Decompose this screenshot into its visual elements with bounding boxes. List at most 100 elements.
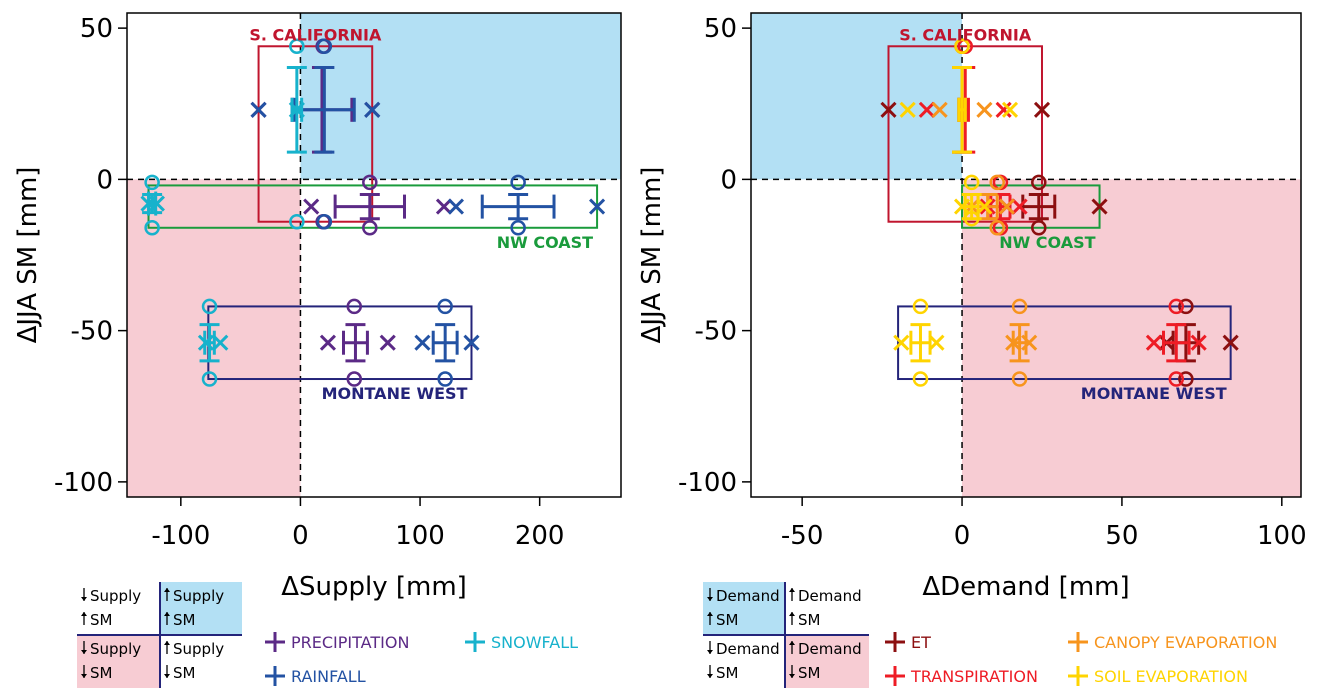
cross-stroke bbox=[1091, 198, 1108, 215]
key-cell-label: SM bbox=[716, 664, 738, 682]
legend-label: SNOWFALL bbox=[491, 633, 578, 652]
y-tick-label: 50 bbox=[704, 14, 737, 44]
x-tick-label: 100 bbox=[395, 521, 445, 551]
legend-label: TRANSPIRATION bbox=[910, 667, 1038, 686]
legend-item: SNOWFALL bbox=[465, 632, 578, 652]
y-tick-label: -100 bbox=[54, 468, 113, 498]
x-tick-label: 50 bbox=[1105, 521, 1138, 551]
shaded-quadrant bbox=[751, 13, 963, 180]
cross-point bbox=[953, 198, 971, 215]
cross-stroke bbox=[1222, 334, 1239, 351]
cross-stroke bbox=[893, 334, 910, 351]
region-label: MONTANE WEST bbox=[322, 384, 468, 403]
legend-item: PRECIPITATION bbox=[265, 632, 409, 652]
cross-point bbox=[976, 198, 993, 215]
legend-label: CANOPY EVAPORATION bbox=[1094, 633, 1277, 652]
cross-stroke bbox=[319, 334, 337, 351]
cross-point bbox=[893, 334, 910, 351]
cross-stroke bbox=[1145, 334, 1162, 351]
key-cell-shade bbox=[160, 582, 242, 635]
legend-1: PRECIPITATION SNOWFALL RAINFALL bbox=[265, 632, 578, 686]
circle-point bbox=[912, 371, 929, 387]
circle-point bbox=[954, 38, 970, 55]
x-axis-title: ΔSupply [mm] bbox=[281, 572, 467, 602]
legend-label: SOIL EVAPORATION bbox=[1094, 667, 1248, 686]
region-label: S. CALIFORNIA bbox=[249, 25, 382, 44]
cross-point bbox=[1190, 334, 1207, 351]
circle-point bbox=[144, 220, 160, 236]
key-cell-label: Demand bbox=[716, 587, 780, 605]
circle-point bbox=[144, 174, 160, 191]
cross-stroke bbox=[976, 198, 993, 215]
x-tick-label: 0 bbox=[954, 521, 971, 551]
cross-point bbox=[1145, 334, 1162, 351]
cross-stroke bbox=[148, 195, 165, 212]
x-tick-label: -50 bbox=[781, 521, 823, 551]
series-rainfall bbox=[250, 38, 606, 387]
cross-stroke bbox=[998, 198, 1015, 215]
key-cell-label: Demand bbox=[798, 587, 862, 605]
cross-stroke bbox=[197, 334, 215, 351]
cross-stroke bbox=[976, 101, 993, 118]
circle-point bbox=[989, 220, 1005, 236]
cross-stroke bbox=[288, 101, 305, 118]
cross-stroke bbox=[447, 198, 464, 215]
key-cell-label: SM bbox=[173, 611, 195, 629]
cross-point bbox=[1091, 198, 1108, 215]
cross-point bbox=[976, 101, 993, 118]
cross-point bbox=[148, 195, 165, 212]
y-axis-title: ΔJJA SM [mm] bbox=[637, 167, 667, 344]
legend-item: CANOPY EVAPORATION bbox=[1068, 632, 1277, 652]
cross-stroke bbox=[918, 101, 935, 118]
cross-stroke bbox=[1190, 334, 1207, 351]
cross-point bbox=[463, 334, 480, 351]
legend-label: ET bbox=[911, 633, 931, 652]
cross-stroke bbox=[1005, 334, 1022, 351]
circle-point bbox=[316, 38, 333, 55]
key-cell-label: Supply bbox=[90, 640, 141, 658]
circle-point bbox=[362, 220, 378, 236]
key-cell-shade bbox=[703, 582, 785, 635]
circle-point bbox=[346, 298, 363, 315]
legend-label: PRECIPITATION bbox=[291, 633, 409, 652]
down-arrow-icon bbox=[707, 597, 713, 601]
cross-point bbox=[319, 334, 337, 351]
up-arrow-icon bbox=[81, 612, 87, 616]
x-tick-label: 200 bbox=[515, 521, 565, 551]
legend-item: SOIL EVAPORATION bbox=[1068, 666, 1248, 686]
key-cell-label: Demand bbox=[716, 640, 780, 658]
key-cell-label: SM bbox=[798, 664, 820, 682]
cross-stroke bbox=[463, 334, 480, 351]
key-cell-label: SM bbox=[173, 664, 195, 682]
quadrant-key-2: Demand SM Demand SM Demand SM Demand SM bbox=[703, 582, 869, 688]
y-tick-label: 50 bbox=[80, 14, 113, 44]
cross-stroke bbox=[435, 198, 453, 215]
circle-point bbox=[510, 220, 526, 236]
cross-point bbox=[928, 334, 945, 351]
x-tick-label: 100 bbox=[1257, 521, 1307, 551]
legend-item: TRANSPIRATION bbox=[885, 666, 1038, 686]
key-cell-label: Demand bbox=[798, 640, 862, 658]
cross-stroke bbox=[880, 101, 897, 118]
cross-point bbox=[250, 101, 267, 118]
cross-point bbox=[589, 198, 606, 215]
cross-stroke bbox=[379, 334, 396, 351]
cross-stroke bbox=[589, 198, 606, 215]
circle-point bbox=[1031, 174, 1047, 191]
circle-point bbox=[437, 371, 453, 387]
circle-point bbox=[989, 174, 1005, 191]
cross-point bbox=[1011, 198, 1028, 215]
key-cell-label: SM bbox=[90, 664, 112, 682]
up-arrow-icon bbox=[164, 588, 170, 592]
up-arrow-icon bbox=[789, 612, 795, 616]
circle-point bbox=[1178, 298, 1194, 315]
up-arrow-icon bbox=[707, 612, 713, 616]
series-soil-evaporation bbox=[893, 38, 1019, 387]
circle-point bbox=[1031, 220, 1047, 236]
cross-point bbox=[899, 101, 916, 118]
region-label: NW COAST bbox=[497, 233, 593, 252]
cross-point bbox=[447, 198, 464, 215]
circle-point bbox=[201, 371, 218, 387]
down-arrow-icon bbox=[164, 674, 170, 678]
cross-point bbox=[303, 198, 320, 215]
